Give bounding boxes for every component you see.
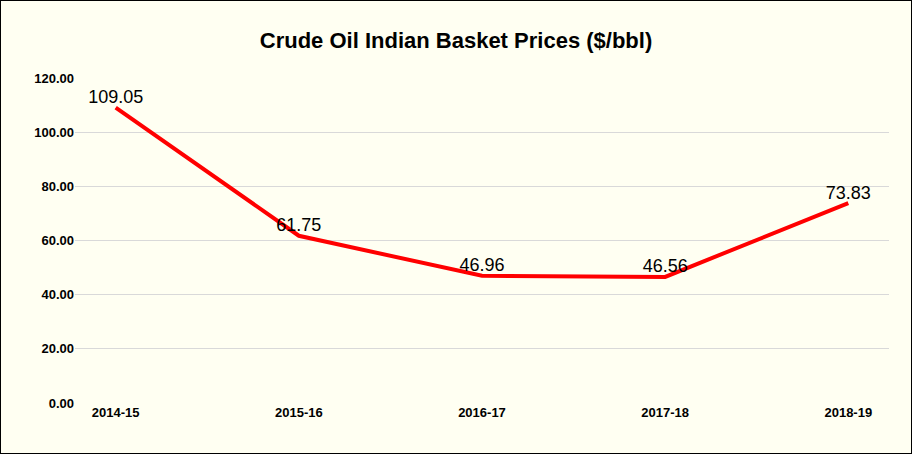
svg-text:73.83: 73.83 — [826, 183, 871, 203]
svg-text:46.96: 46.96 — [459, 255, 504, 275]
svg-text:46.56: 46.56 — [643, 256, 688, 276]
svg-text:0.00: 0.00 — [49, 396, 74, 411]
svg-text:109.05: 109.05 — [88, 87, 143, 107]
svg-text:120.00: 120.00 — [34, 71, 74, 86]
svg-text:61.75: 61.75 — [276, 215, 321, 235]
svg-text:2018-19: 2018-19 — [824, 405, 872, 420]
svg-text:100.00: 100.00 — [34, 125, 74, 140]
svg-text:2014-15: 2014-15 — [92, 405, 140, 420]
svg-text:60.00: 60.00 — [41, 233, 74, 248]
svg-text:Crude Oil Indian Basket Prices: Crude Oil Indian Basket Prices ($/bbl) — [260, 28, 652, 53]
svg-text:40.00: 40.00 — [41, 287, 74, 302]
svg-text:2016-17: 2016-17 — [458, 405, 506, 420]
svg-text:2015-16: 2015-16 — [275, 405, 323, 420]
svg-text:2017-18: 2017-18 — [641, 405, 689, 420]
svg-text:20.00: 20.00 — [41, 341, 74, 356]
svg-text:80.00: 80.00 — [41, 179, 74, 194]
